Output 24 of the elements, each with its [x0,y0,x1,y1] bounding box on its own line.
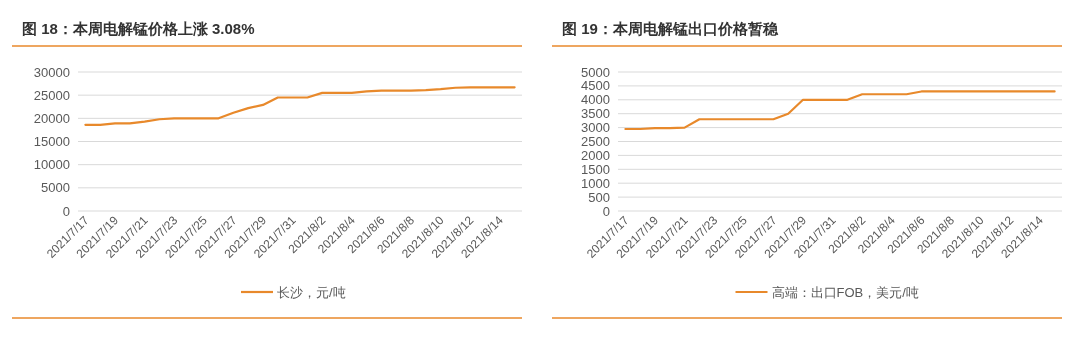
y-tick-label: 15000 [33,134,70,149]
y-tick-label: 20000 [33,110,70,126]
y-tick-label: 500 [588,189,610,205]
y-tick-label: 0 [62,203,70,219]
chart-title: 图 19：本周电解锰出口价格暂稳 [562,20,779,37]
legend: 长沙，元/吨 [241,285,346,300]
y-tick-label: 10000 [33,157,70,173]
y-tick-label: 5000 [41,180,70,196]
y-tick-label: 2500 [581,134,610,149]
y-tick-label: 3500 [581,106,610,122]
y-tick-label: 1500 [581,161,610,177]
y-tick-label: 1000 [581,175,610,191]
y-tick-label: 5000 [581,64,610,80]
y-tick-label: 2000 [581,147,610,163]
y-tick-label: 3000 [581,120,610,136]
y-tick-label: 0 [602,203,610,219]
y-tick-label: 4500 [581,78,610,94]
y-tick-label: 4000 [581,92,610,108]
y-tick-label: 25000 [33,87,70,103]
legend: 高端：出口FOB，美元/吨 [735,285,919,300]
y-tick-label: 30000 [33,64,70,80]
legend-label: 高端：出口FOB，美元/吨 [771,285,919,300]
legend-label: 长沙，元/吨 [277,285,346,300]
chart-title: 图 18：本周电解锰价格上涨 3.08% [22,20,255,37]
